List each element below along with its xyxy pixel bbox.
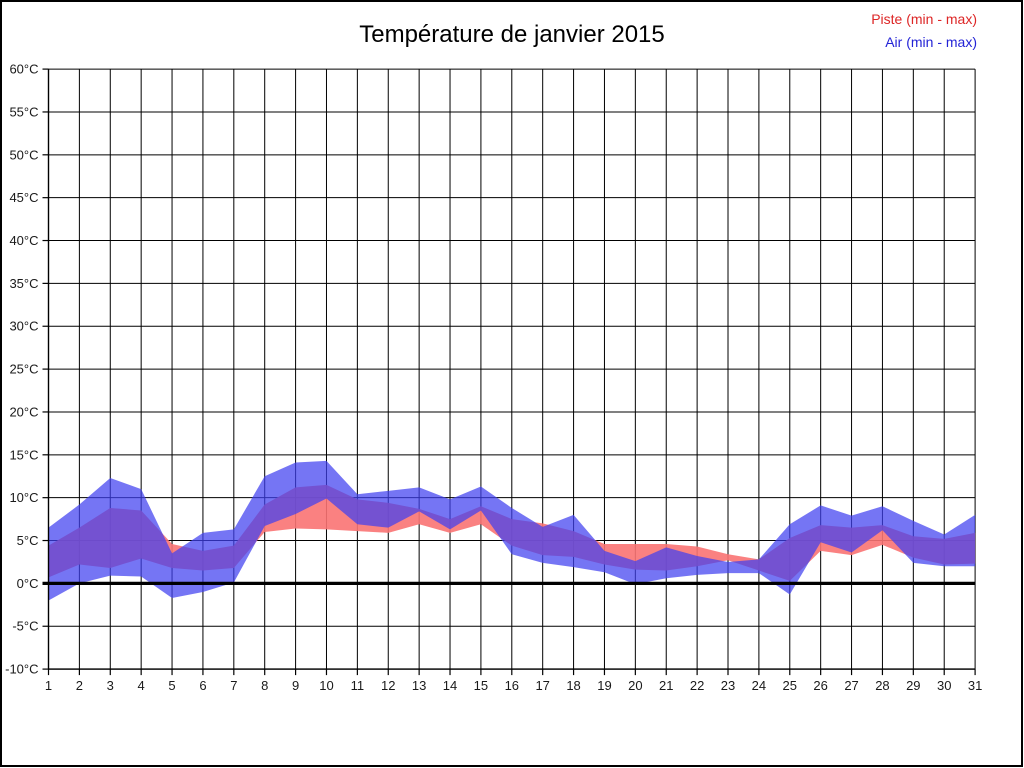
x-axis-labels: 1 2 3 4 5 6 7 8 9 10 11 12 13 14 15 16 17 18 19 20 21 22 23 24 2…: [45, 678, 982, 693]
y-tick-label: 15°C: [9, 447, 38, 462]
y-tick-label: 25°C: [9, 362, 38, 377]
x-tick-label: 2: [76, 678, 83, 693]
legend: Piste (min - max) Air (min - max): [871, 11, 977, 50]
y-tick-label: 50°C: [9, 147, 38, 162]
x-tick-label: 25: [783, 678, 797, 693]
x-tick-label: 17: [535, 678, 549, 693]
x-tick-label: 28: [875, 678, 889, 693]
y-tick-label: 55°C: [9, 104, 38, 119]
y-tick-label: 40°C: [9, 233, 38, 248]
x-tick-label: 7: [230, 678, 237, 693]
x-tick-label: 23: [721, 678, 735, 693]
legend-item-piste: Piste (min - max): [871, 11, 977, 27]
y-tick-label: 30°C: [9, 319, 38, 334]
x-tick-label: 15: [474, 678, 488, 693]
y-tick-label: 35°C: [9, 276, 38, 291]
x-tick-label: 11: [351, 678, 365, 693]
x-tick-label: 30: [937, 678, 951, 693]
x-tick-label: 22: [690, 678, 704, 693]
y-tick-label: 0°C: [17, 576, 39, 591]
y-tick-label: 5°C: [17, 533, 39, 548]
y-tick-label: -5°C: [12, 619, 38, 634]
y-tick-label: 20°C: [9, 404, 38, 419]
x-tick-label: 29: [906, 678, 920, 693]
x-tick-label: 12: [381, 678, 395, 693]
axes: [42, 68, 976, 676]
x-tick-label: 21: [659, 678, 673, 693]
y-axis-labels: 60°C 55°C 50°C 45°C 40°C 35°C 30°C 25°C 20°C 15°C…: [5, 62, 38, 677]
x-tick-label: 27: [844, 678, 858, 693]
data-bands: [48, 460, 976, 601]
chart-title: Température de janvier 2015: [359, 21, 665, 48]
air-band: [48, 460, 976, 601]
legend-item-air: Air (min - max): [885, 34, 977, 50]
x-tick-label: 20: [628, 678, 642, 693]
x-tick-label: 1: [45, 678, 52, 693]
x-tick-label: 31: [968, 678, 982, 693]
x-tick-label: 16: [505, 678, 519, 693]
x-tick-label: 19: [597, 678, 611, 693]
x-tick-label: 18: [566, 678, 580, 693]
x-tick-label: 6: [199, 678, 206, 693]
x-tick-label: 10: [319, 678, 333, 693]
x-tick-label: 26: [813, 678, 827, 693]
x-tick-label: 4: [138, 678, 145, 693]
x-tick-label: 13: [412, 678, 426, 693]
y-tick-label: 45°C: [9, 190, 38, 205]
x-tick-label: 24: [752, 678, 766, 693]
x-tick-label: 5: [168, 678, 175, 693]
x-tick-label: 3: [107, 678, 114, 693]
x-tick-label: 8: [261, 678, 268, 693]
y-tick-label: 10°C: [9, 490, 38, 505]
y-tick-label: 60°C: [9, 62, 38, 77]
y-tick-label: -10°C: [5, 662, 38, 677]
x-tick-label: 14: [443, 678, 457, 693]
x-tick-label: 9: [292, 678, 299, 693]
